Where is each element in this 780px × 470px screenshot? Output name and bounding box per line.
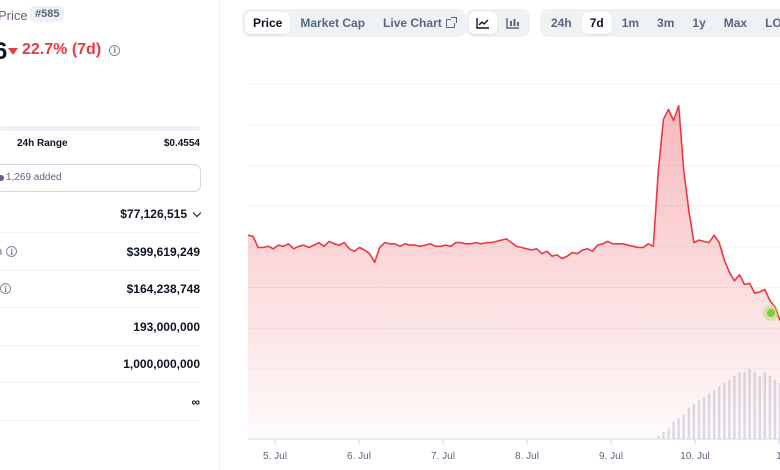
stat-row: $77,126,515 — [0, 196, 202, 233]
stat-label: i — [0, 283, 11, 294]
star-icon — [0, 175, 4, 181]
range-1y[interactable]: 1y — [692, 16, 706, 30]
stat-value: ∞ — [191, 395, 200, 409]
stat-row: ni $399,619,249 — [0, 234, 200, 271]
price-value: 6 — [0, 38, 8, 65]
stat-value-text: $164,238,748 — [126, 282, 200, 296]
tab-price[interactable]: Price — [245, 12, 291, 34]
marker-dot — [767, 308, 775, 317]
price-line — [247, 104, 780, 321]
stat-label-text: n — [0, 246, 2, 258]
x-tick-label: 8. Jul — [515, 451, 539, 462]
range-1m[interactable]: 1m — [621, 16, 640, 30]
view-switcher: Price Market Cap Live Chart — [242, 9, 466, 37]
stat-row: 193,000,000 — [0, 309, 200, 346]
stat-value-text: 1,000,000,000 — [123, 357, 200, 371]
stat-label: ni — [0, 246, 18, 258]
stat-row: 1,000,000,000 — [0, 346, 200, 383]
stat-value-text: $77,126,515 — [120, 207, 187, 221]
stat-value-text: 193,000,000 — [133, 319, 200, 334]
external-link-icon — [445, 16, 457, 28]
stat-value: 1,000,000,000 — [123, 357, 200, 371]
price-change-text: 22.7% (7d) — [22, 41, 102, 58]
info-icon[interactable]: i — [6, 246, 18, 257]
stat-row: i $164,238,748 — [0, 271, 200, 308]
range-bar — [0, 126, 200, 131]
info-icon[interactable]: i — [0, 283, 11, 294]
range-max[interactable]: Max — [723, 16, 748, 30]
line-chart-icon — [476, 18, 489, 29]
range-log[interactable]: LOG — [765, 16, 780, 30]
tab-live-chart-label: Live Chart — [383, 16, 442, 30]
x-tick-label: 7. Jul — [431, 451, 455, 462]
range-3m[interactable]: 3m — [657, 16, 675, 30]
price-chart[interactable]: 5. Jul 6. Jul 7. Jul 8. Jul 9. Jul 10. Jul 1 — [230, 44, 780, 470]
x-tick-label: 5. Jul — [263, 451, 287, 462]
candlestick-icon — [506, 18, 519, 29]
range-24h[interactable]: 24h — [551, 16, 572, 30]
x-axis: 5. Jul 6. Jul 7. Jul 8. Jul 9. Jul 10. Jul 1 — [248, 438, 780, 462]
stat-value-text: ∞ — [191, 394, 200, 409]
x-tick-label: 9. Jul — [599, 451, 623, 462]
range-label: 24h Range — [17, 138, 68, 149]
range-high-value: $0.4554 — [163, 138, 200, 149]
x-tick-label: 1 — [776, 451, 780, 462]
time-range-switcher: 24h 7d 1m 3m 1y Max LOG — [540, 9, 780, 37]
x-tick-label: 10. Jul — [680, 451, 709, 462]
x-tick-label: 6. Jul — [347, 451, 371, 462]
watchlist-box[interactable]: 1,269 added — [0, 164, 201, 192]
stat-value-text: $399,619,249 — [126, 244, 200, 259]
range-row: 24h Range $0.4554 — [0, 138, 200, 152]
coin-stats-panel: Price #585 6 22.7% (7d) i 24h Range $0.4… — [0, 0, 220, 470]
stat-value: $399,619,249 — [127, 245, 200, 259]
tab-market-cap[interactable]: Market Cap — [300, 16, 366, 30]
watchlist-count: 1,269 added — [6, 172, 62, 183]
line-chart-button[interactable] — [469, 12, 497, 34]
coin-price-label: Price — [0, 8, 28, 23]
info-icon[interactable]: i — [109, 44, 121, 56]
tab-live-chart[interactable]: Live Chart — [375, 12, 463, 34]
stat-value: 193,000,000 — [133, 320, 200, 334]
rank-badge: #585 — [30, 6, 65, 22]
current-price-marker — [763, 304, 779, 321]
stat-value: $164,238,748 — [127, 282, 200, 296]
stat-row: ∞ — [0, 384, 200, 421]
chevron-down-icon — [192, 208, 202, 217]
price-change: 22.7% (7d) i — [8, 41, 121, 59]
chart-type-switcher — [466, 9, 530, 37]
candlestick-button[interactable] — [499, 12, 527, 34]
price-area — [248, 105, 780, 439]
stat-value[interactable]: $77,126,515 — [120, 207, 202, 221]
range-7d[interactable]: 7d — [581, 12, 612, 34]
down-arrow-icon — [8, 47, 18, 55]
